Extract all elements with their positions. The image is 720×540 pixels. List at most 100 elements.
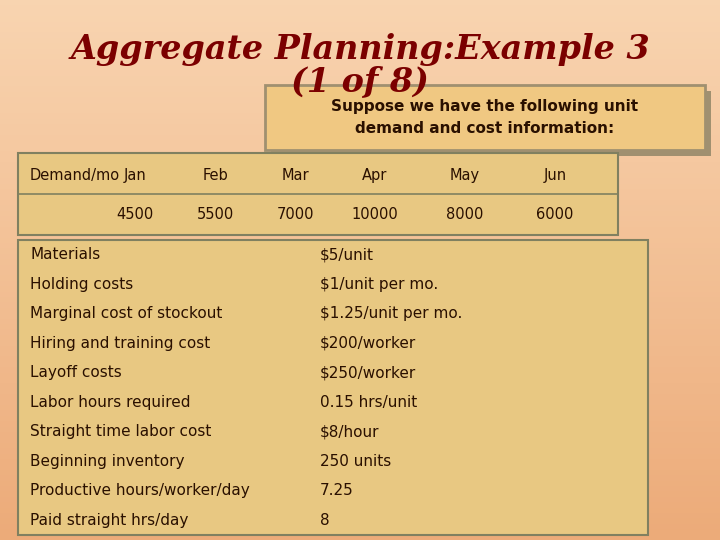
Bar [0,313,720,319]
Text: Mar: Mar [282,167,309,183]
Bar [0,167,720,173]
Bar [0,211,720,216]
Bar [0,32,720,38]
Bar [0,243,720,248]
Text: 8000: 8000 [446,207,484,222]
Bar [0,173,720,178]
Bar [0,281,720,286]
Text: 8: 8 [320,513,330,528]
Bar [0,178,720,184]
Bar [0,297,720,302]
Bar [0,486,720,491]
Bar [0,103,720,108]
Bar [0,259,720,265]
Bar [0,200,720,205]
Bar [0,11,720,16]
Bar [0,216,720,221]
Text: May: May [450,167,480,183]
FancyBboxPatch shape [18,240,648,535]
Text: Holding costs: Holding costs [30,276,133,292]
Text: (1 of 8): (1 of 8) [291,65,429,98]
Bar [0,270,720,275]
Text: Paid straight hrs/day: Paid straight hrs/day [30,513,189,528]
Bar [0,227,720,232]
Bar [0,205,720,211]
Bar [0,162,720,167]
Bar [0,238,720,243]
Bar [0,16,720,22]
Bar [0,232,720,238]
Text: 7000: 7000 [276,207,314,222]
Bar [0,443,720,448]
Bar [0,76,720,81]
Bar [0,329,720,335]
Bar [0,367,720,373]
Text: 6000: 6000 [536,207,574,222]
Bar [0,135,720,140]
FancyBboxPatch shape [271,91,711,156]
Text: Jan: Jan [124,167,146,183]
Bar [0,518,720,524]
Bar [0,524,720,529]
Text: $250/worker: $250/worker [320,365,416,380]
Bar [0,97,720,103]
Bar [0,92,720,97]
Bar [0,362,720,367]
Bar [0,119,720,124]
Bar [0,265,720,270]
Text: Marginal cost of stockout: Marginal cost of stockout [30,306,222,321]
Text: $1/unit per mo.: $1/unit per mo. [320,276,438,292]
Bar [0,130,720,135]
Bar [0,383,720,389]
Bar [0,400,720,405]
Bar [0,356,720,362]
Bar [0,410,720,416]
Bar [0,184,720,189]
Text: Aggregate Planning:Example 3: Aggregate Planning:Example 3 [70,33,650,66]
Text: Labor hours required: Labor hours required [30,395,191,410]
Text: $1.25/unit per mo.: $1.25/unit per mo. [320,306,462,321]
Bar [0,248,720,254]
Bar [0,22,720,27]
Text: Hiring and training cost: Hiring and training cost [30,336,210,351]
Bar [0,254,720,259]
Bar [0,70,720,76]
Bar [0,0,720,5]
Text: 10000: 10000 [351,207,398,222]
Bar [0,157,720,162]
Bar [0,65,720,70]
Bar [0,324,720,329]
Bar [0,513,720,518]
Text: $8/hour: $8/hour [320,424,379,439]
Bar [0,335,720,340]
Bar [0,49,720,54]
Text: Productive hours/worker/day: Productive hours/worker/day [30,483,250,498]
Text: Straight time labor cost: Straight time labor cost [30,424,212,439]
Text: 7.25: 7.25 [320,483,354,498]
Bar [0,194,720,200]
Bar [0,421,720,427]
Bar [0,319,720,324]
Bar [0,470,720,475]
Bar [0,302,720,308]
Bar [0,124,720,130]
Text: Suppose we have the following unit
demand and cost information:: Suppose we have the following unit deman… [331,99,639,136]
Text: 4500: 4500 [117,207,153,222]
Bar [0,86,720,92]
Bar [0,454,720,459]
Bar [0,308,720,313]
Text: 5500: 5500 [197,207,233,222]
Bar [0,497,720,502]
Bar [0,464,720,470]
Text: $200/worker: $200/worker [320,336,416,351]
Bar [0,405,720,410]
Bar [0,292,720,297]
Bar [0,108,720,113]
Bar [0,113,720,119]
Bar [0,146,720,151]
Bar [0,59,720,65]
Text: $5/unit: $5/unit [320,247,374,262]
FancyBboxPatch shape [265,85,705,150]
Text: Demand/mo: Demand/mo [30,167,120,183]
Bar [0,502,720,508]
